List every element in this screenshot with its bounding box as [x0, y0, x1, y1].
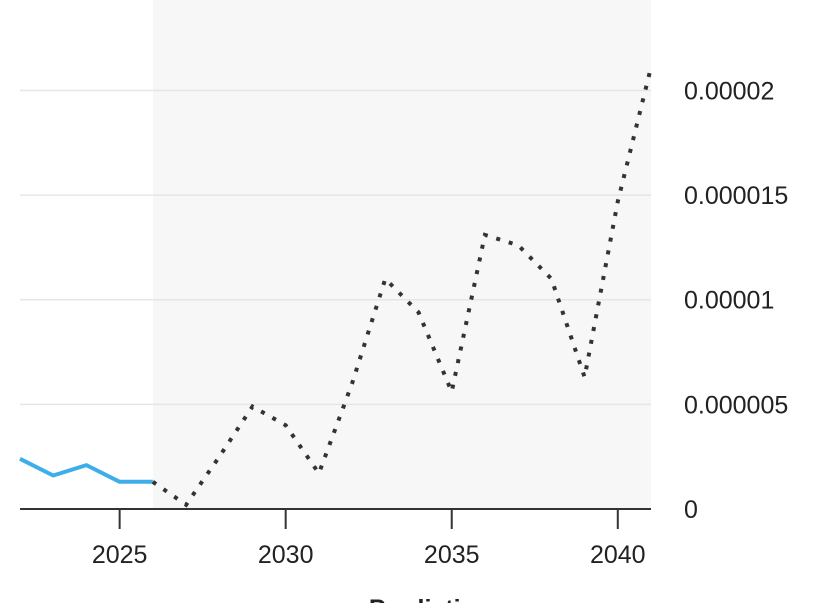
y-tick-label: 0.00001: [684, 287, 774, 315]
y-tick-label: 0.00002: [684, 77, 774, 105]
prediction-region-shade: [152, 0, 651, 509]
x-tick-label: 2025: [92, 541, 148, 569]
series-lines: [19, 66, 653, 508]
x-tick-label: 2030: [258, 541, 314, 569]
y-tick-label: 0: [684, 496, 698, 524]
x-tick-label: 2035: [424, 541, 480, 569]
x-axis-title: Prediction: [369, 595, 491, 603]
y-axis-ticks: 0 0.000005 0.00001 0.000015 0.00002: [684, 77, 788, 524]
gridlines: [20, 89, 651, 406]
y-tick-label: 0.000005: [684, 391, 788, 419]
x-axis-ticks: 2025 2030 2035 2040: [92, 509, 646, 569]
prediction-series-line: [151, 66, 653, 508]
actual-series-line: [19, 457, 153, 484]
x-tick-label: 2040: [590, 541, 646, 569]
y-tick-label: 0.000015: [684, 182, 788, 210]
